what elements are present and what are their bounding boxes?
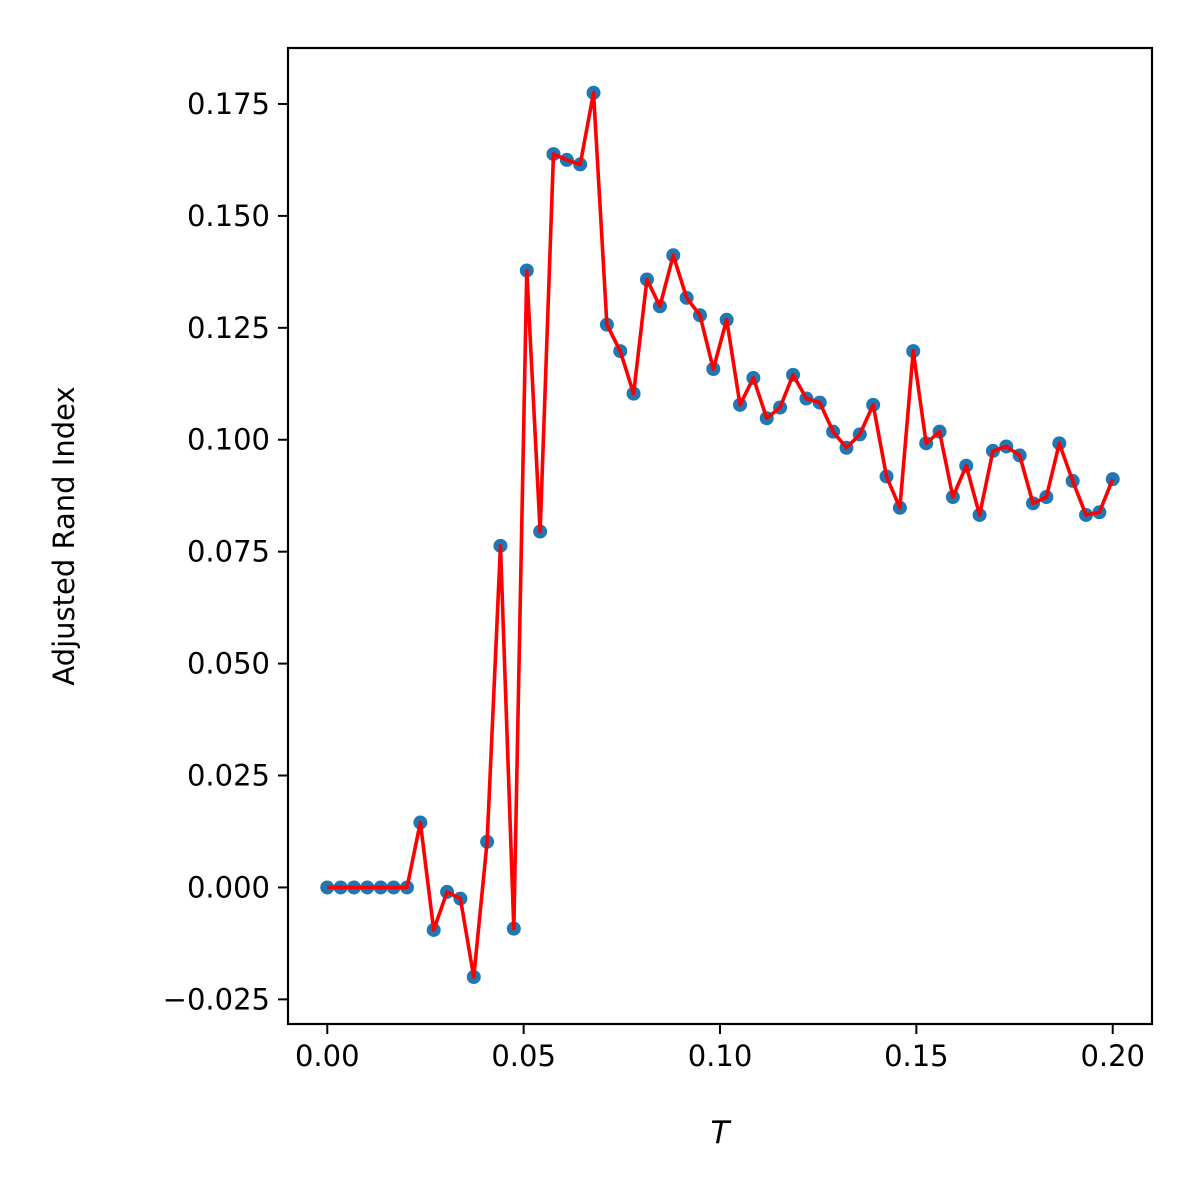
y-tick-label: 0.175 <box>187 87 270 121</box>
x-tick-label: 0.15 <box>884 1039 949 1073</box>
y-tick-label: −0.025 <box>163 982 270 1016</box>
y-tick-label: 0.000 <box>187 870 270 904</box>
x-axis-label: T <box>711 1115 732 1151</box>
series-line <box>327 90 1115 979</box>
x-tick-label: 0.00 <box>295 1039 360 1073</box>
ticks: 0.00 0.05 0.10 0.15 0.20 −0.025 0.000 0.025 0.05… <box>163 87 1145 1073</box>
y-axis-label: Adjusted Rand Index <box>47 386 81 685</box>
x-tick-label: 0.20 <box>1080 1039 1145 1073</box>
y-tick-label: 0.150 <box>187 199 270 233</box>
y-tick-label: 0.100 <box>187 423 270 457</box>
plot-frame <box>286 46 1154 1026</box>
y-tick-label: 0.075 <box>187 535 270 569</box>
series-line-group <box>327 90 1115 979</box>
x-tick-label: 0.10 <box>688 1039 753 1073</box>
x-tick-label: 0.05 <box>491 1039 556 1073</box>
y-tick-label: 0.050 <box>187 647 270 681</box>
y-tick-label: 0.025 <box>187 759 270 793</box>
y-tick-label: 0.125 <box>187 311 270 345</box>
